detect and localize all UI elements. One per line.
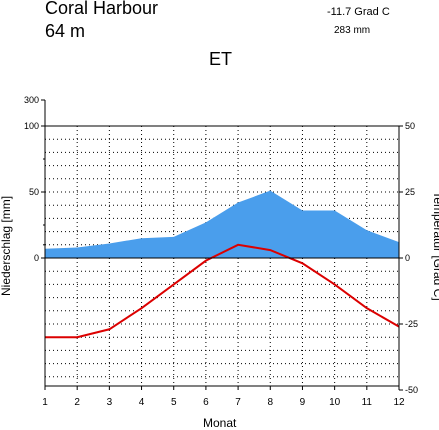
left-tick-label: 100: [24, 121, 39, 131]
plot-frame: [44, 100, 400, 387]
station-name: Coral Harbour: [45, 0, 159, 18]
x-tick-label: 10: [329, 397, 341, 408]
temperature-series: [45, 243, 400, 339]
right-tick-label: -50: [405, 385, 418, 395]
right-tick-label: 0: [405, 253, 410, 263]
x-tick-label: 8: [267, 397, 273, 408]
right-tick-label: 50: [405, 121, 415, 131]
x-tick-label: 12: [393, 397, 405, 408]
x-tick-label: 9: [300, 397, 306, 408]
x-tick-label: 7: [235, 397, 241, 408]
left-tick-label: 0: [34, 253, 39, 263]
left-tick-label: 50: [29, 187, 39, 197]
x-tick-label: 1: [42, 397, 48, 408]
right-tick-label: -25: [405, 319, 418, 329]
precipitation-series: [45, 190, 399, 258]
left-tick-label: 300: [24, 95, 39, 105]
x-tick-label: 5: [171, 397, 177, 408]
x-tick-label: 4: [139, 397, 145, 408]
x-tick-label: 2: [74, 397, 80, 408]
annual-precipitation: 283 mm: [334, 25, 371, 36]
temperature-line: [45, 243, 400, 339]
climate-class: ET: [209, 49, 233, 69]
station-elevation: 64 m: [45, 21, 86, 41]
plot-border: [44, 125, 400, 387]
right-tick-label: 25: [405, 187, 415, 197]
precipitation-area: [45, 190, 399, 258]
mean-temperature: -11.7 Grad C: [327, 6, 390, 18]
x-axis-label: Monat: [203, 416, 237, 430]
x-tick-label: 6: [203, 397, 209, 408]
y-axis-left-label: Niederschlag [mm]: [0, 195, 13, 296]
x-tick-label: 11: [362, 397, 373, 408]
y-axis-right-label: Temperatur [Grad C]: [431, 191, 439, 301]
x-tick-label: 3: [107, 397, 113, 408]
